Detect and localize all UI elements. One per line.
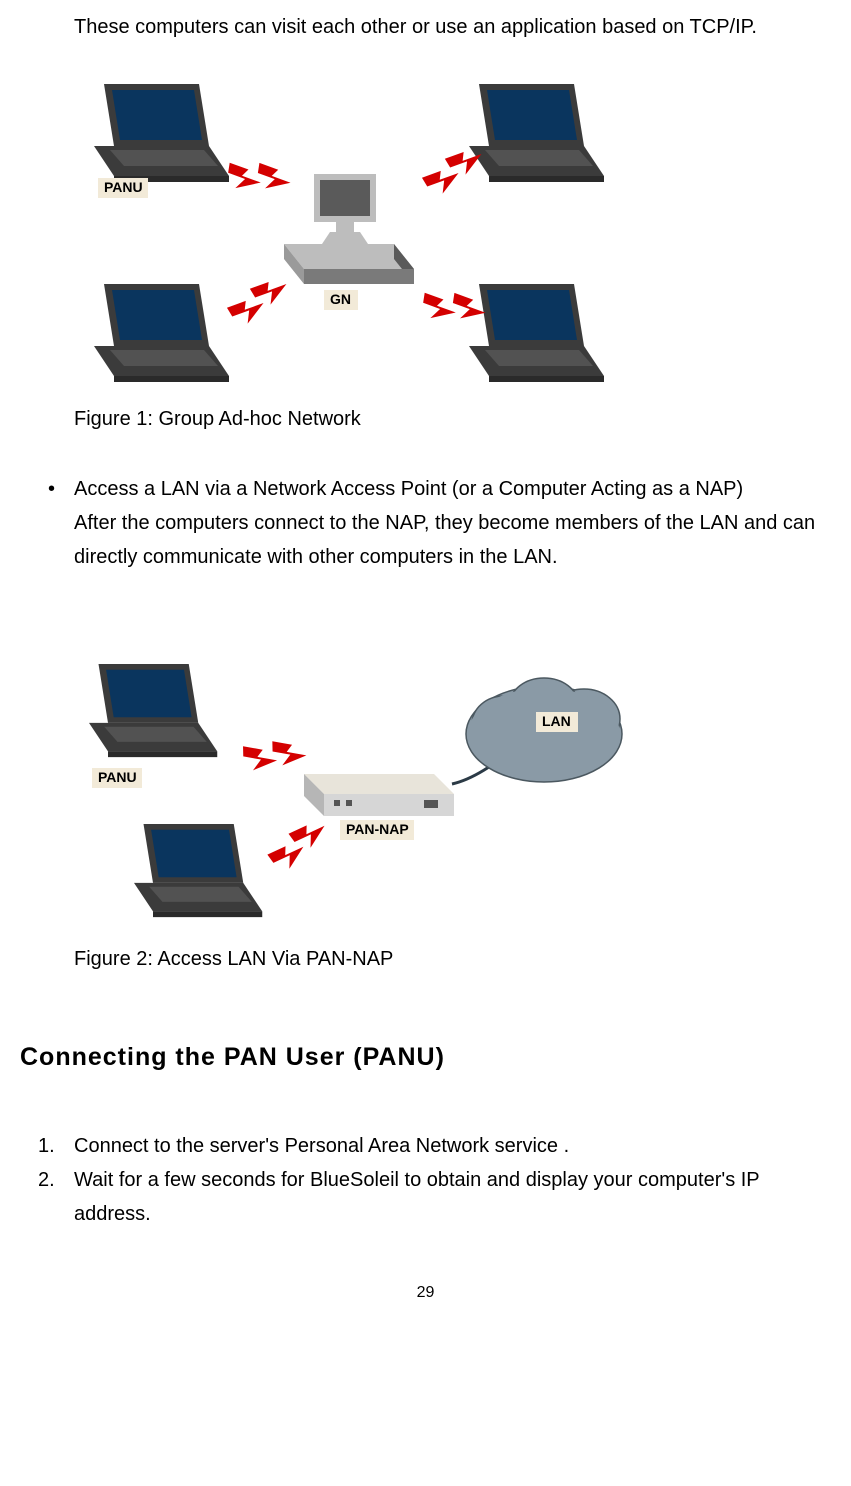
figure-1: PANU GN Figure 1: Group Ad-hoc Network	[74, 74, 831, 436]
figure-2-caption: Figure 2: Access LAN Via PAN-NAP	[74, 942, 831, 976]
step-1-marker: 1.	[38, 1129, 74, 1163]
step-1-text: Connect to the server's Personal Area Ne…	[74, 1129, 821, 1163]
svg-text:PAN-NAP: PAN-NAP	[346, 821, 409, 837]
step-2-marker: 2.	[38, 1163, 74, 1231]
bullet-body: After the computers connect to the NAP, …	[74, 512, 815, 568]
bullet-marker: •	[48, 472, 74, 574]
svg-text:LAN: LAN	[542, 713, 571, 729]
step-1: 1. Connect to the server's Personal Area…	[38, 1129, 821, 1163]
figure-1-caption: Figure 1: Group Ad-hoc Network	[74, 402, 831, 436]
step-2: 2. Wait for a few seconds for BlueSoleil…	[38, 1163, 821, 1231]
section-heading-connecting-panu: Connecting the PAN User (PANU)	[20, 1036, 831, 1079]
figure-2: PANU PAN-NAP LAN Figure 2: Access LAN Via …	[74, 604, 831, 976]
bullet-content: Access a LAN via a Network Access Point …	[74, 472, 821, 574]
document-page: These computers can visit each other or …	[0, 0, 851, 1346]
figure-1-diagram: PANU GN	[74, 74, 604, 394]
step-2-text: Wait for a few seconds for BlueSoleil to…	[74, 1163, 821, 1231]
svg-text:PANU: PANU	[98, 769, 137, 785]
figure-2-diagram: PANU PAN-NAP LAN	[74, 604, 634, 934]
steps-list: 1. Connect to the server's Personal Area…	[38, 1129, 821, 1231]
intro-paragraph: These computers can visit each other or …	[74, 10, 821, 44]
svg-text:GN: GN	[330, 291, 351, 307]
svg-text:PANU: PANU	[104, 179, 143, 195]
bullet-title: Access a LAN via a Network Access Point …	[74, 478, 743, 500]
bullet-access-lan: • Access a LAN via a Network Access Poin…	[48, 472, 821, 574]
page-number: 29	[20, 1279, 831, 1306]
